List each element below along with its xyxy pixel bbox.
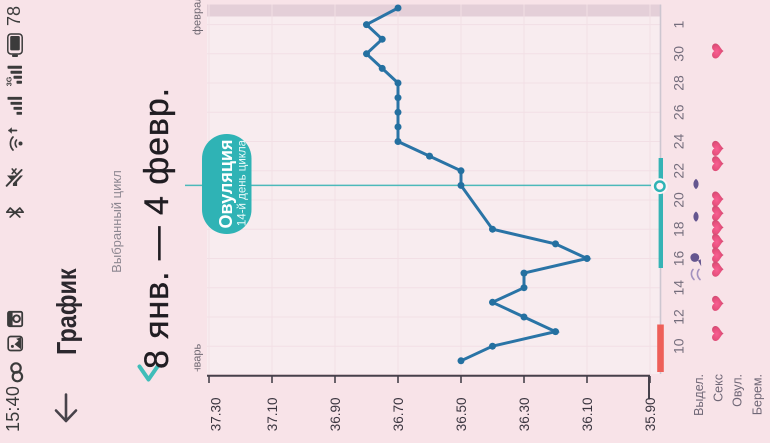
svg-text:12: 12	[671, 309, 687, 325]
svg-text:14: 14	[671, 280, 687, 296]
svg-text:1: 1	[671, 20, 687, 28]
svg-text:Секс: Секс	[712, 374, 726, 402]
svg-text:36.90: 36.90	[328, 398, 343, 432]
svg-text:Овуляция: Овуляция	[216, 140, 236, 229]
svg-text:18: 18	[671, 221, 687, 237]
svg-text:Овул.: Овул.	[731, 374, 745, 407]
svg-text:26: 26	[671, 104, 687, 120]
svg-text:Выдел.: Выдел.	[692, 374, 706, 416]
svg-text:36.30: 36.30	[517, 398, 532, 432]
svg-text:37.10: 37.10	[265, 398, 280, 432]
svg-text:24: 24	[671, 134, 687, 150]
svg-text:16: 16	[671, 251, 687, 267]
svg-text:22: 22	[671, 163, 687, 179]
svg-text:20: 20	[671, 192, 687, 208]
svg-text:14-й день цикла: 14-й день цикла	[237, 139, 249, 226]
svg-text:февраль: февраль	[192, 0, 204, 35]
svg-text:35.90: 35.90	[643, 398, 658, 432]
svg-text:30: 30	[671, 46, 687, 62]
svg-text:10: 10	[671, 338, 687, 354]
svg-text:36.50: 36.50	[454, 398, 469, 432]
svg-text:январь: январь	[192, 344, 204, 380]
svg-text:28: 28	[671, 75, 687, 91]
svg-text:37.30: 37.30	[209, 398, 224, 432]
svg-text:Берем.: Берем.	[751, 374, 765, 415]
svg-text:36.70: 36.70	[391, 398, 406, 432]
svg-text:36.10: 36.10	[580, 398, 595, 432]
svg-text:3G: 3G	[5, 76, 14, 86]
